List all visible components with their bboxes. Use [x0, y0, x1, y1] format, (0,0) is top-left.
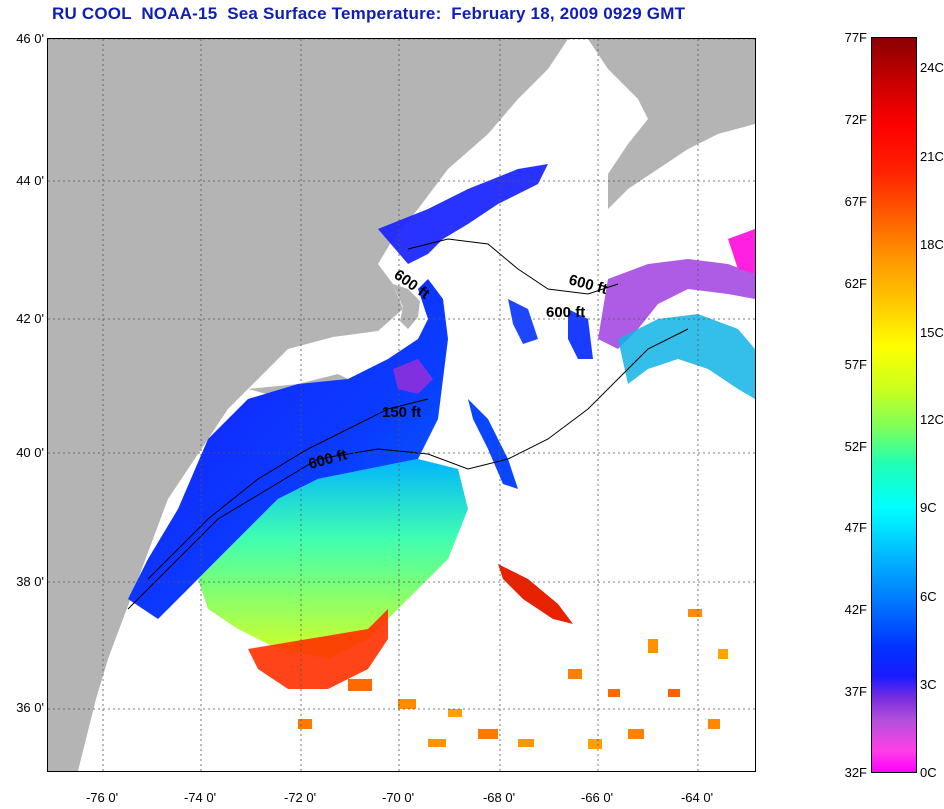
lon-label: -68 0' [482, 790, 516, 805]
colorbar-c-label: 0C [920, 765, 937, 780]
colorbar-c-label: 3C [920, 677, 937, 692]
lon-label: -66 0' [580, 790, 614, 805]
scotian-shelf-purple [598, 259, 755, 349]
gulf-stream-warm-2 [498, 564, 573, 624]
shelf-water [128, 279, 448, 619]
colorbar-f-label: 77F [844, 30, 867, 45]
bank-blue-1 [568, 309, 593, 359]
lat-label: 42 0' [16, 311, 44, 326]
lat-label: 38 0' [16, 574, 44, 589]
lat-label: 44 0' [16, 173, 44, 188]
colorbar-f-label: 62F [844, 276, 867, 291]
sst-overlay [128, 164, 755, 749]
contour-600-gom [407, 238, 619, 295]
lon-label: -74 0' [183, 790, 217, 805]
colorbar-f-label: 37F [844, 684, 867, 699]
bathymetry-contours [127, 238, 689, 610]
map-title: RU COOL NOAA-15 Sea Surface Temperature:… [52, 4, 686, 23]
colorbar-f-label: 42F [844, 602, 867, 617]
colorbar-f-label: 67F [844, 194, 867, 209]
temperature-colorbar [871, 37, 917, 773]
colorbar-c-label: 15C [920, 325, 944, 340]
lon-label: -76 0' [85, 790, 119, 805]
colorbar-f-label: 57F [844, 357, 867, 372]
contour-600-shelf [127, 328, 689, 610]
colorbar-c-label: 12C [920, 412, 944, 427]
nantucket-shoals-blue [508, 299, 538, 344]
cape-cod [393, 284, 420, 329]
contour-label-ne-2: 600 ft [546, 304, 585, 321]
lat-label: 36 0' [16, 700, 44, 715]
sst-map[interactable]: 600 ft 600 ft 600 ft 150 ft 600 ft [47, 38, 756, 772]
gulf-of-maine-cold [378, 164, 548, 264]
warm-scatter [298, 609, 728, 749]
lon-label: -64 0' [680, 790, 714, 805]
graticule [48, 39, 755, 771]
contour-label-150: 150 ft [382, 404, 421, 421]
georges-bank-channel [468, 399, 518, 489]
lat-label: 40 0' [16, 445, 44, 460]
colorbar-f-label: 52F [844, 439, 867, 454]
colorbar-c-label: 18C [920, 237, 944, 252]
colorbar-c-label: 21C [920, 149, 944, 164]
colorbar-f-label: 72F [844, 112, 867, 127]
contour-150 [147, 398, 429, 580]
scotian-shelf-cyan [618, 314, 755, 399]
sst-map-canvas: 600 ft 600 ft 600 ft 150 ft 600 ft [48, 39, 755, 771]
cold-coastal-purple [393, 359, 433, 394]
us-mainland [48, 39, 568, 771]
nova-scotia [588, 39, 755, 209]
colorbar-f-label: 47F [844, 520, 867, 535]
colorbar-c-label: 24C [920, 60, 944, 75]
lat-label: 46 0' [16, 31, 44, 46]
colorbar-c-label: 6C [920, 589, 937, 604]
lon-label: -72 0' [283, 790, 317, 805]
colorbar-f-label: 32F [844, 765, 867, 780]
magenta-patch [728, 229, 755, 274]
gulf-stream-warm [248, 609, 388, 689]
colorbar-c-label: 9C [920, 500, 937, 515]
slope-water [198, 459, 468, 659]
lon-label: -70 0' [381, 790, 415, 805]
